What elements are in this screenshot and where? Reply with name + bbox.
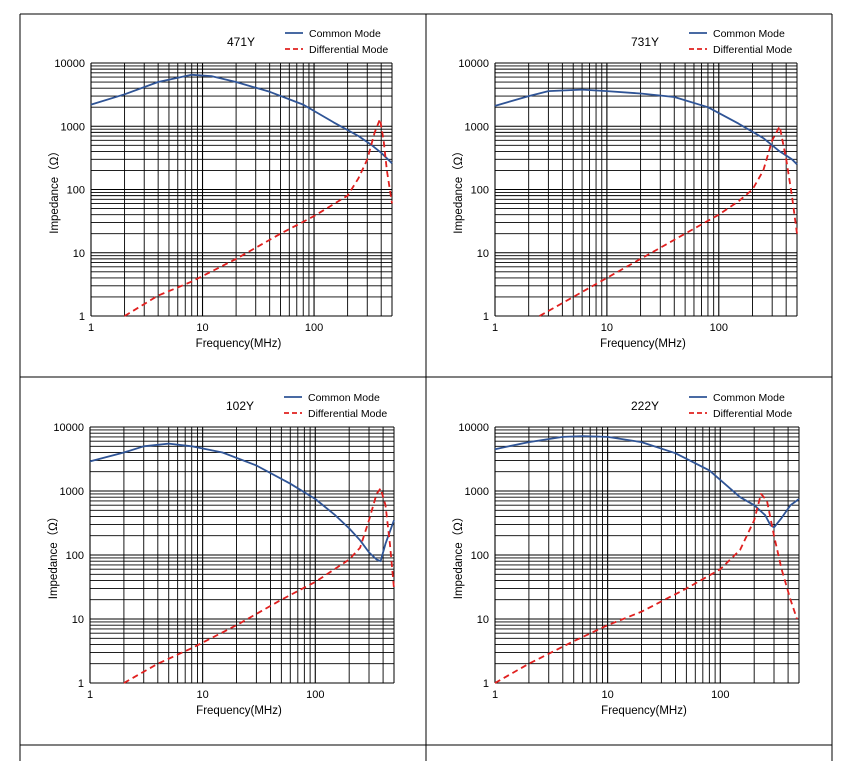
y-tick-label: 1000 (465, 486, 489, 498)
series-line (539, 125, 798, 317)
x-tick-label: 10 (197, 689, 209, 701)
y-tick-label: 1 (483, 311, 489, 323)
x-axis-label: Frequency(MHz) (601, 705, 687, 717)
y-tick-label: 10 (72, 614, 84, 626)
y-axis-label: Impedance（Ω） (48, 145, 61, 234)
y-tick-label: 1 (78, 678, 84, 690)
x-tick-label: 10 (601, 322, 613, 334)
legend: Common Mode Differential Mode (284, 392, 387, 420)
legend-label: Common Mode (713, 392, 785, 404)
legend: Common Mode Differential Mode (689, 28, 792, 56)
legend-label: Differential Mode (308, 408, 387, 420)
x-tick-label: 1 (87, 689, 93, 701)
chart-panel: 1 10 100 1 10 100 1000 10000 Frequency(MHz) Imped… (47, 392, 395, 717)
series-line (89, 442, 395, 563)
y-axis-label: Impedance（Ω） (452, 145, 465, 234)
y-tick-label: 1 (79, 311, 85, 323)
y-tick-label: 10000 (53, 422, 84, 434)
y-tick-label: 100 (471, 185, 489, 197)
series-line (123, 487, 395, 684)
x-tick-label: 1 (492, 322, 498, 334)
x-tick-label: 100 (305, 322, 323, 334)
chart-panel: 1 10 100 1 10 100 1000 10000 Frequency(MHz) Imped… (48, 28, 393, 350)
y-axis-label: Impedance（Ω） (452, 511, 465, 600)
series-line (494, 88, 798, 165)
x-tick-label: 10 (196, 322, 208, 334)
charts-layer: 1 10 100 1 10 100 1000 10000 Frequency(MHz) Imped… (47, 28, 800, 717)
chart-title: 471Y (227, 35, 255, 49)
x-tick-label: 1 (492, 689, 498, 701)
x-tick-label: 10 (602, 689, 614, 701)
legend-label: Differential Mode (309, 44, 388, 56)
legend-label: Common Mode (309, 28, 381, 40)
y-tick-label: 1000 (60, 486, 84, 498)
x-axis-label: Frequency(MHz) (196, 338, 282, 350)
y-tick-label: 10 (477, 248, 489, 260)
grid (494, 62, 798, 317)
legend: Common Mode Differential Mode (285, 28, 388, 56)
x-axis-label: Frequency(MHz) (600, 338, 686, 350)
chart-title: 731Y (631, 35, 659, 49)
panel-borders (19, 13, 833, 761)
y-tick-label: 1 (483, 678, 489, 690)
legend-label: Common Mode (308, 392, 380, 404)
y-tick-label: 10000 (54, 58, 85, 70)
legend-label: Common Mode (713, 28, 785, 40)
y-tick-label: 100 (67, 185, 85, 197)
series-line (494, 492, 798, 684)
y-tick-label: 10000 (458, 58, 489, 70)
grid (89, 426, 395, 684)
y-tick-label: 10000 (458, 422, 489, 434)
series-line (494, 435, 800, 529)
series-line (124, 118, 393, 317)
chart-panel: 1 10 100 1 10 100 1000 10000 Frequency(MHz) Imped… (452, 392, 800, 717)
y-tick-label: 1000 (465, 121, 489, 133)
y-tick-label: 1000 (61, 121, 85, 133)
grid (494, 426, 800, 684)
legend: Common Mode Differential Mode (689, 392, 792, 420)
legend-label: Differential Mode (713, 408, 792, 420)
y-tick-label: 10 (477, 614, 489, 626)
legend-label: Differential Mode (713, 44, 792, 56)
x-axis-label: Frequency(MHz) (196, 705, 282, 717)
chart-title: 102Y (226, 399, 254, 413)
series-line (90, 73, 393, 164)
y-axis-label: Impedance（Ω） (47, 511, 60, 600)
grid (90, 62, 393, 317)
x-tick-label: 1 (88, 322, 94, 334)
y-tick-label: 100 (66, 550, 84, 562)
x-tick-label: 100 (306, 689, 324, 701)
x-tick-label: 100 (710, 322, 728, 334)
chart-panel: 1 10 100 1 10 100 1000 10000 Frequency(MHz) Imped… (452, 28, 798, 350)
y-tick-label: 10 (73, 248, 85, 260)
chart-title: 222Y (631, 399, 659, 413)
x-tick-label: 100 (711, 689, 729, 701)
y-tick-label: 100 (471, 550, 489, 562)
